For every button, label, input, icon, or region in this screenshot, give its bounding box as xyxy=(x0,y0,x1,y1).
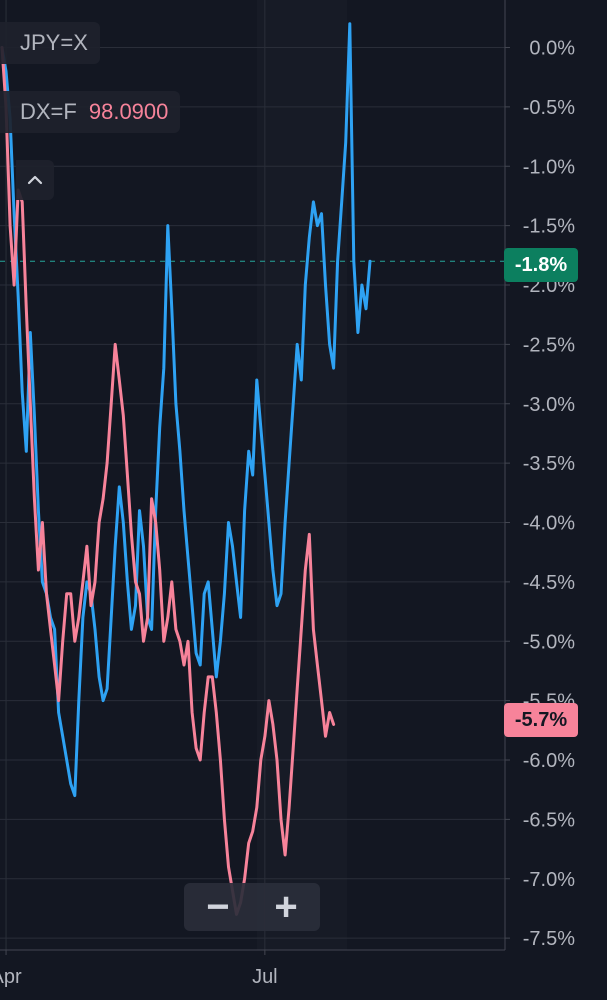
y-tick-label: -7.5% xyxy=(523,928,575,950)
y-tick-label: -6.5% xyxy=(523,809,575,831)
y-tick-label: -1.5% xyxy=(523,216,575,238)
series-line-jpy-x xyxy=(0,22,372,798)
legend-collapse-button[interactable] xyxy=(16,160,54,200)
plus-icon: + xyxy=(274,885,298,929)
grid-lines xyxy=(0,0,505,950)
x-tick-label: Apr xyxy=(0,966,22,988)
y-tick-label: -4.5% xyxy=(523,572,575,594)
zoom-controls: − + xyxy=(184,883,320,931)
y-axis-ticks: 0.0%-0.5%-1.0%-1.5%-2.0%-2.5%-3.0%-3.5%-… xyxy=(505,38,575,950)
legend-jpy[interactable]: JPY=X xyxy=(0,22,100,64)
y-tick-label: -6.0% xyxy=(523,750,575,772)
legend-dx-value: 98.0900 xyxy=(88,99,169,124)
jpy-last-value-badge: -1.8% xyxy=(504,248,578,282)
y-tick-label: 0.0% xyxy=(529,38,575,60)
y-tick-label: -3.0% xyxy=(523,394,575,416)
y-tick-label: -3.5% xyxy=(523,453,575,475)
zoom-in-button[interactable]: + xyxy=(252,883,320,931)
chevron-up-icon xyxy=(27,175,43,185)
legend-jpy-symbol: JPY=X xyxy=(20,30,88,55)
series-group xyxy=(0,22,372,916)
y-tick-label: -0.5% xyxy=(523,97,575,119)
y-tick-label: -1.0% xyxy=(523,156,575,178)
series-line-dx-f xyxy=(0,46,336,916)
legend-dx[interactable]: DX=F 98.0900 xyxy=(0,91,181,133)
y-tick-label: -7.0% xyxy=(523,869,575,891)
y-tick-label: -2.5% xyxy=(523,334,575,356)
dx-last-value-badge: -5.7% xyxy=(504,703,578,737)
x-axis-ticks: Apr Jul xyxy=(0,950,278,988)
highlight-region xyxy=(257,0,347,950)
y-tick-label: -4.0% xyxy=(523,513,575,535)
zoom-out-button[interactable]: − xyxy=(184,883,252,931)
minus-icon: − xyxy=(206,885,230,929)
y-tick-label: -5.0% xyxy=(523,631,575,653)
legend-dx-symbol: DX=F xyxy=(20,99,77,124)
x-tick-label: Jul xyxy=(252,966,278,988)
